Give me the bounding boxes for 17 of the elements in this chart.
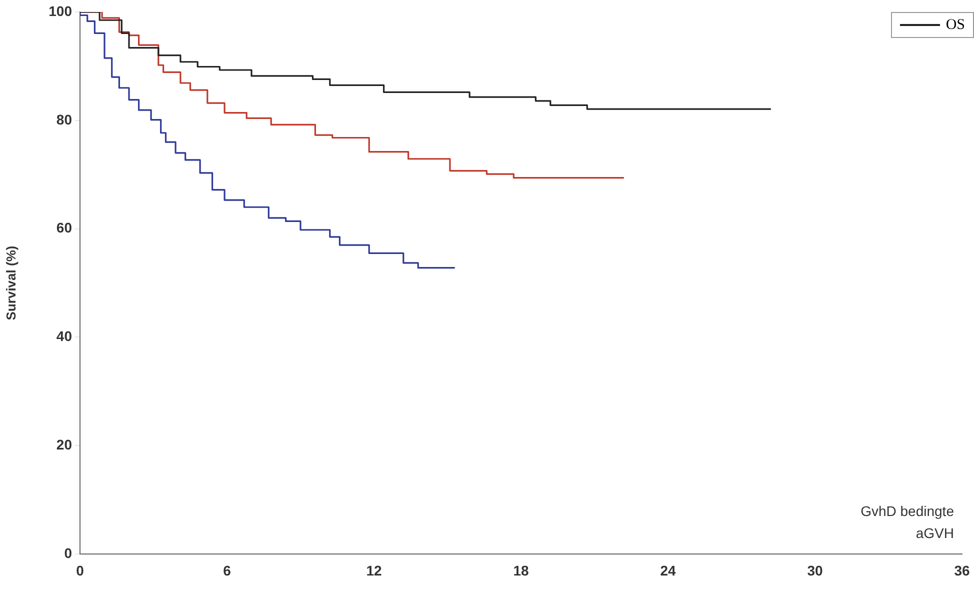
legend-label: OS xyxy=(946,17,965,33)
x-tick-label: 24 xyxy=(660,562,676,578)
y-tick-label: 20 xyxy=(56,436,72,452)
x-tick-label: 12 xyxy=(366,562,382,578)
annotation: aGVH xyxy=(916,525,954,541)
y-tick-label: 80 xyxy=(56,111,72,128)
annotation: GvhD bedingte xyxy=(860,503,954,519)
x-tick-label: 0 xyxy=(76,562,84,578)
x-tick-label: 30 xyxy=(807,562,823,578)
y-tick-label: 0 xyxy=(64,544,72,561)
y-axis-title: Survival (%) xyxy=(3,246,18,320)
y-tick-label: 40 xyxy=(56,328,72,344)
x-tick-label: 18 xyxy=(513,562,529,578)
x-tick-label: 36 xyxy=(954,562,970,578)
y-tick-label: 100 xyxy=(48,2,72,19)
x-tick-label: 6 xyxy=(223,562,232,578)
y-tick-label: 60 xyxy=(56,220,72,236)
